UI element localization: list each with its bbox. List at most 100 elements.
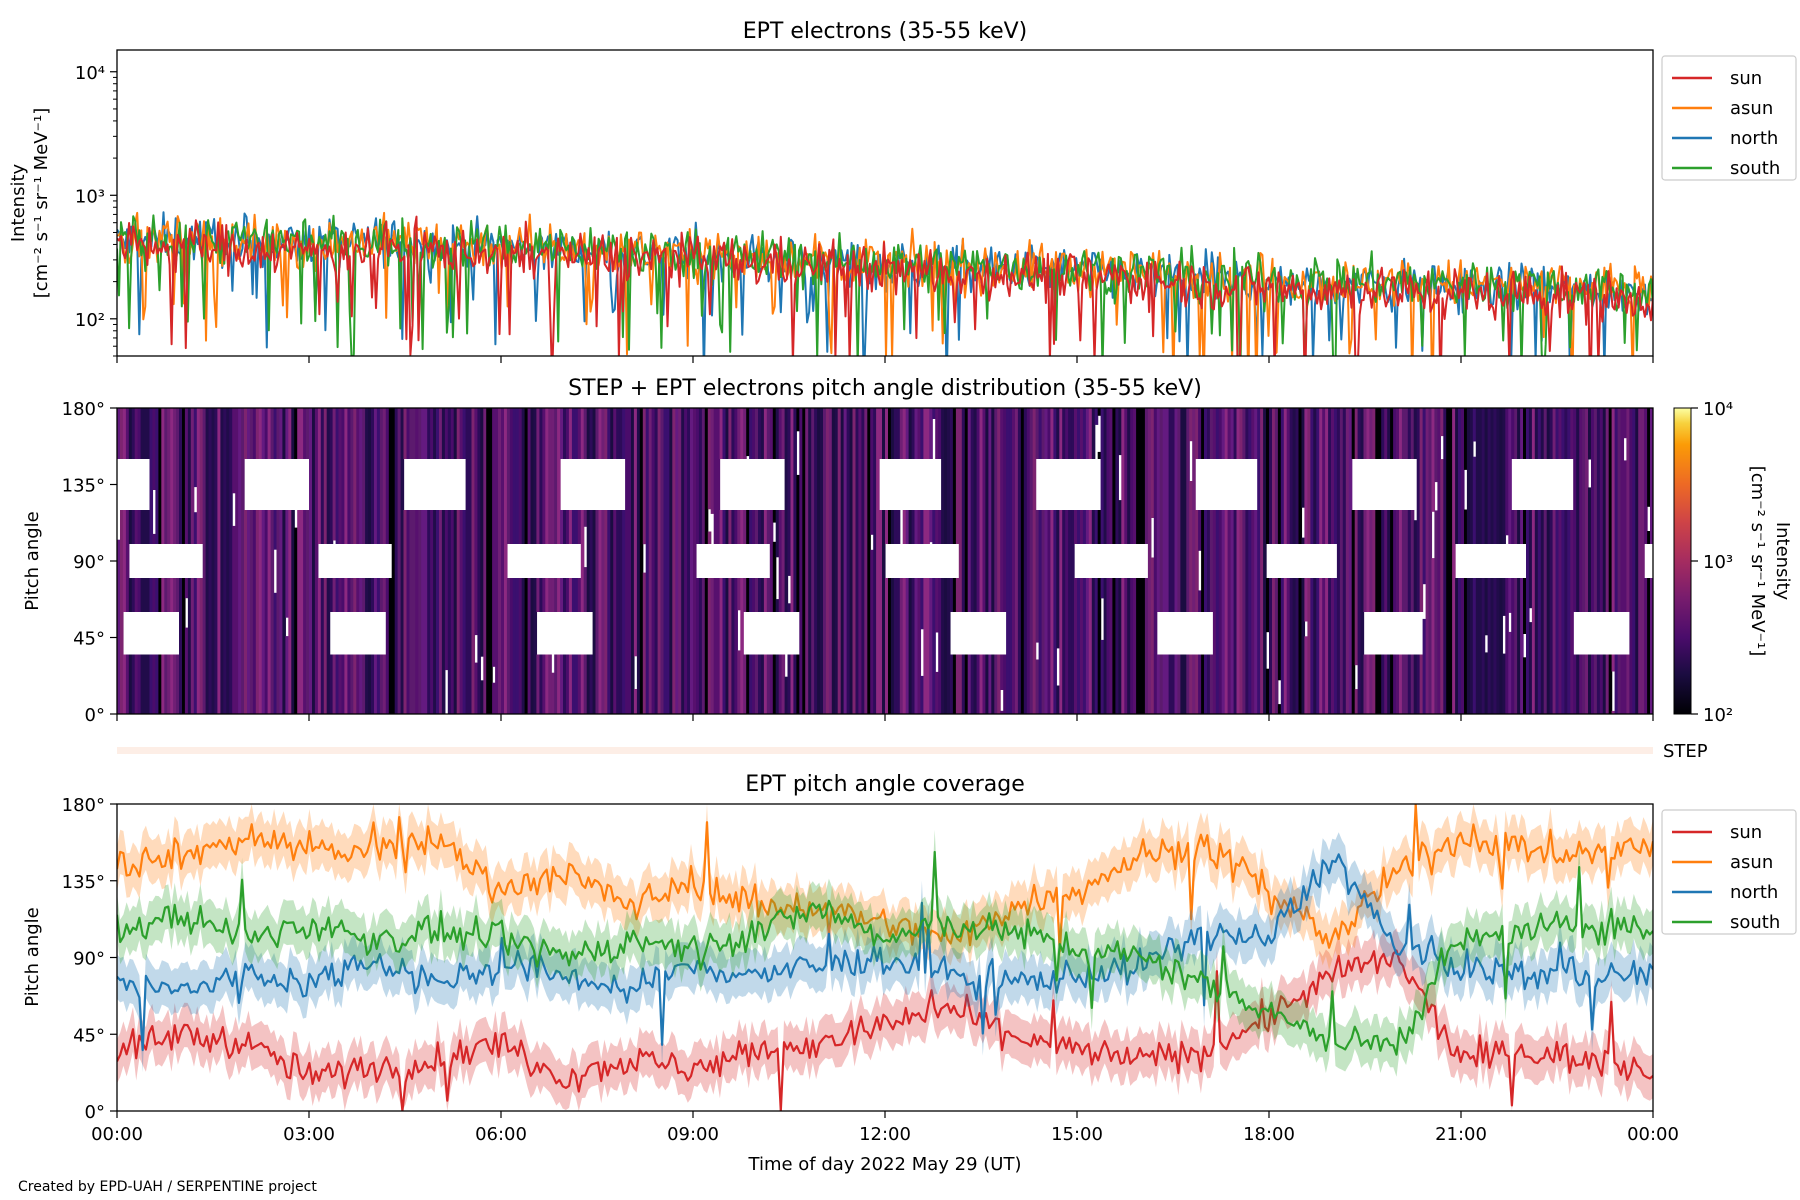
heatmap-cell <box>1221 408 1226 459</box>
heatmap-cell <box>950 654 954 714</box>
heatmap-cell <box>1461 408 1465 544</box>
heatmap-cell <box>902 408 907 459</box>
heatmap-cell <box>252 510 257 714</box>
heatmap-cell <box>840 408 845 714</box>
heatmap-cell <box>1617 654 1622 714</box>
heatmap-cell <box>1555 408 1560 459</box>
heatmap-cell <box>1230 510 1235 714</box>
heatmap-cell <box>654 408 659 714</box>
heatmap-cell <box>1360 408 1365 459</box>
heatmap-cell <box>1401 654 1406 714</box>
heatmap-cell <box>560 578 564 612</box>
heatmap-cell <box>787 654 792 714</box>
heatmap-cell <box>1334 408 1338 544</box>
heatmap-cell <box>1174 408 1179 612</box>
heatmap-cell <box>338 578 343 612</box>
heatmap-cell <box>746 510 750 544</box>
heatmap-cell <box>814 408 818 714</box>
heatmap-cell <box>734 510 738 544</box>
heatmap-cell <box>583 408 588 459</box>
heatmap-cell <box>574 408 579 459</box>
heatmap-cell <box>1144 408 1149 544</box>
heatmap-cell <box>737 408 741 459</box>
heatmap-cell <box>439 408 443 459</box>
heatmap-cell <box>235 408 239 714</box>
heatmap-cell <box>719 510 724 544</box>
heatmap-cell <box>1050 510 1054 714</box>
heatmap-cell <box>1334 578 1338 714</box>
heatmap-cell <box>1233 510 1238 714</box>
heatmap-cell <box>1077 510 1081 544</box>
heatmap-cell <box>356 408 360 544</box>
heatmap-cell <box>1502 653 1506 714</box>
heatmap-cell <box>391 408 396 714</box>
heatmap-cell <box>740 578 744 714</box>
heatmap-cell <box>1487 578 1492 714</box>
heatmap-cell <box>1596 408 1601 612</box>
heatmap-cell <box>255 510 260 714</box>
heatmap-cell <box>645 408 650 714</box>
heatmap-cell <box>536 654 540 714</box>
heatmap-cell <box>1404 654 1409 714</box>
heatmap-cell <box>1478 408 1483 544</box>
heatmap-cell <box>338 654 343 714</box>
heatmap-cell <box>1481 578 1486 714</box>
heatmap-cell <box>1032 408 1037 714</box>
heatmap-cell <box>1082 510 1087 544</box>
heatmap-cell <box>1142 408 1146 544</box>
heatmap-cell <box>474 408 478 636</box>
heatmap-cell <box>952 654 957 714</box>
ytick-label: 90° <box>73 552 105 573</box>
heatmap-cell <box>1100 408 1105 544</box>
heatmap-cell <box>1475 578 1480 714</box>
heatmap-cell <box>297 510 301 714</box>
heatmap-cell <box>1351 510 1356 714</box>
heatmap-cell <box>1289 578 1294 714</box>
heatmap-cell <box>155 578 159 612</box>
heatmap-cell <box>193 512 198 544</box>
heatmap-cell <box>1047 408 1052 459</box>
heatmap-cell <box>1292 578 1297 714</box>
heatmap-cell <box>574 510 579 544</box>
heatmap-cell <box>879 408 883 459</box>
heatmap-cell <box>950 578 954 612</box>
heatmap-cell <box>362 654 366 714</box>
heatmap-cell <box>146 510 151 544</box>
heatmap-cell <box>666 408 670 714</box>
heatmap-cell <box>701 408 706 544</box>
heatmap-cell <box>707 531 712 544</box>
heatmap-cell <box>1401 510 1406 612</box>
heatmap-cell <box>1390 408 1394 459</box>
heatmap-cell <box>120 408 124 459</box>
heatmap-cell <box>1186 654 1190 714</box>
heatmap-cell <box>190 578 195 714</box>
heatmap-cell <box>1068 408 1072 459</box>
heatmap-cell <box>935 510 939 544</box>
heatmap-cell <box>211 408 216 714</box>
heatmap-cell <box>1230 408 1235 459</box>
heatmap-cell <box>1139 578 1143 714</box>
heatmap-cell <box>746 578 750 612</box>
heatmap-cell <box>1142 578 1146 714</box>
heatmap-cell <box>1458 578 1462 714</box>
heatmap-cell <box>825 408 830 714</box>
heatmap-cell <box>1130 408 1134 544</box>
heatmap-cell <box>577 654 582 714</box>
heatmap-cell <box>1508 408 1512 544</box>
heatmap-cell <box>710 578 715 714</box>
heatmap-cell <box>1204 408 1208 459</box>
heatmap-cell <box>335 578 340 612</box>
heatmap-cell <box>1579 408 1583 612</box>
heatmap-cell <box>1511 510 1515 544</box>
heatmap-cell <box>1319 408 1323 544</box>
heatmap-cell <box>1369 408 1373 459</box>
heatmap-cell <box>1381 510 1385 612</box>
heatmap-cell <box>979 654 984 714</box>
colorbar-label-line2: [cm⁻² s⁻¹ sr⁻¹ MeV⁻¹] <box>1747 466 1768 657</box>
heatmap-cell <box>1561 510 1565 714</box>
heatmap-cell <box>604 408 608 459</box>
heatmap-cell <box>323 578 328 714</box>
heatmap-cell <box>1085 510 1090 544</box>
heatmap-cell <box>524 408 529 544</box>
heatmap-cell <box>970 408 975 612</box>
